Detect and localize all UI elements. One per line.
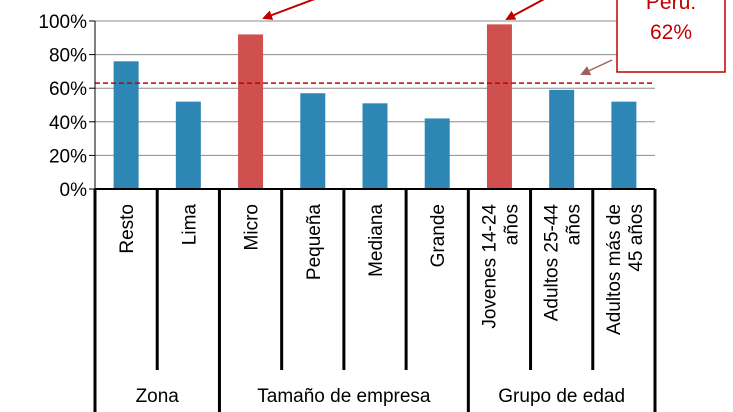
bar-lima — [175, 101, 201, 189]
bar-grande — [424, 118, 450, 189]
bar-resto — [113, 61, 139, 189]
bar-adultos-25-44-años — [549, 89, 575, 189]
category-label: Mediana — [366, 204, 387, 277]
category-label: Lima — [179, 204, 200, 246]
bar-adultos-más-de-45-años — [611, 101, 637, 189]
reference-arrow — [580, 59, 613, 76]
y-tick-label: 20% — [49, 146, 87, 167]
category-label: Adultos 25-44 — [542, 204, 563, 322]
annotation-box — [616, 0, 726, 73]
category-label: Pequeña — [304, 204, 325, 281]
y-tick-label: 60% — [49, 79, 87, 100]
annotation-line-1: Perú: — [646, 0, 696, 14]
bar-mediana — [362, 103, 388, 189]
bar-jovenes-14-24-años — [486, 24, 512, 189]
category-label: Grande — [428, 204, 449, 267]
category-label: 45 años — [626, 204, 647, 272]
bar-micro — [238, 34, 264, 189]
y-tick-label: 100% — [38, 12, 87, 33]
y-tick-label: 0% — [60, 180, 88, 201]
category-label: años — [501, 204, 522, 245]
group-label: Tamaño de empresa — [257, 386, 431, 407]
group-label: Zona — [136, 386, 180, 407]
category-label: Jovenes 14-24 — [479, 204, 500, 329]
annotation-line-2: 62% — [650, 21, 692, 44]
jovenes-arrow — [505, 0, 545, 20]
category-label: Adultos más de — [604, 204, 625, 335]
y-tick-label: 40% — [49, 113, 87, 134]
group-label: Grupo de edad — [498, 386, 625, 407]
category-label: Resto — [117, 204, 138, 254]
micro-arrow — [262, 0, 315, 20]
category-label: Micro — [242, 204, 263, 250]
bar-pequeña — [300, 93, 326, 189]
category-label: años — [564, 204, 585, 245]
y-tick-label: 80% — [49, 46, 87, 67]
